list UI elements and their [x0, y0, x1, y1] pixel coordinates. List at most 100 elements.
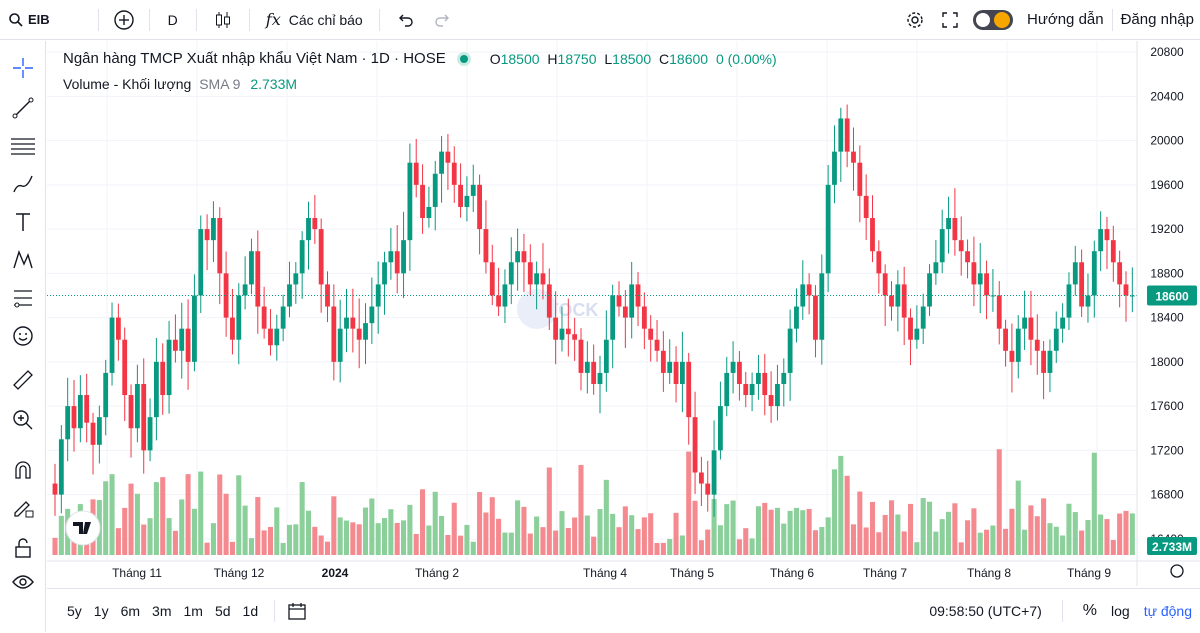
magnet-tool[interactable] [8, 455, 38, 485]
volume-bar [749, 538, 755, 555]
range-1m[interactable]: 1m [183, 602, 203, 619]
settings-button[interactable] [897, 0, 933, 40]
chart-type-button[interactable] [203, 0, 243, 40]
trendline-tool[interactable] [8, 93, 38, 123]
time-tick-label: 2024 [322, 566, 349, 580]
volume-bar [901, 531, 907, 555]
divider [248, 8, 250, 31]
prediction-tool[interactable] [8, 283, 38, 313]
volume-bar [806, 508, 812, 555]
fullscreen-button[interactable] [933, 0, 967, 40]
brush-tool[interactable] [8, 169, 38, 199]
fib-tool[interactable] [8, 131, 38, 161]
volume-bar [1009, 508, 1015, 555]
magnet-icon [15, 461, 31, 479]
price-tick-label: 17600 [1150, 399, 1184, 413]
lock-drawings-tool[interactable] [8, 493, 38, 523]
auto-scale-toggle[interactable]: tự động [1143, 603, 1192, 619]
candle-body [413, 162, 419, 185]
volume-bar [686, 451, 692, 555]
symbol-search[interactable]: EIB [0, 0, 58, 40]
range-3m[interactable]: 3m [152, 602, 172, 619]
crosshair-tool[interactable] [8, 53, 38, 83]
redo-button[interactable] [424, 0, 462, 40]
time-tick-label: Tháng 11 [112, 566, 162, 580]
candle-body [1060, 317, 1066, 329]
undo-button[interactable] [386, 0, 424, 40]
candle-body [299, 240, 305, 274]
volume-bar [223, 493, 229, 555]
volume-legend: Volume - Khối lượng SMA 9 2.733M [63, 76, 297, 92]
candle-body [134, 383, 140, 429]
candle-body [572, 334, 578, 340]
candle-body [147, 417, 153, 451]
candle-body [217, 218, 223, 274]
range-5y[interactable]: 5y [67, 602, 82, 619]
candle-body [52, 483, 58, 495]
candle-body [268, 328, 273, 346]
candle-body [439, 151, 444, 174]
candle-body [667, 361, 673, 373]
ohlc-values: O18500 H18750 L18500 C18600 0 (0.00%) [490, 51, 777, 67]
volume-bar [1034, 516, 1040, 555]
volume-bar [1079, 530, 1085, 555]
lock-tool[interactable] [8, 533, 38, 563]
candle-body [1123, 284, 1129, 296]
volume-bar [559, 511, 565, 555]
candle-body [933, 262, 939, 274]
price-tick-label: 20800 [1150, 45, 1184, 59]
candle-body [952, 218, 958, 241]
candle-body [844, 118, 850, 152]
volume-bar [458, 535, 464, 555]
volume-bar [489, 497, 495, 555]
volume-bar [1028, 505, 1034, 555]
candle-body [318, 229, 324, 285]
log-toggle[interactable]: log [1111, 603, 1130, 619]
volume-bar [255, 497, 261, 555]
indicators-button[interactable]: fx Các chỉ báo [256, 0, 373, 40]
candle-body [527, 262, 533, 285]
chart-pane[interactable]: STOCK 20800 20400 20000 19600 19200 18800 18400… [47, 41, 1200, 586]
open-label: O [489, 50, 501, 67]
percent-toggle[interactable]: % [1082, 602, 1098, 619]
range-1y[interactable]: 1y [93, 602, 109, 619]
volume-bar [553, 530, 559, 555]
candle-body [1015, 328, 1021, 362]
candle-body [458, 184, 463, 207]
candle-body [470, 184, 476, 196]
guide-link[interactable]: Hướng dẫn [1019, 0, 1112, 40]
visibility-tool[interactable] [8, 567, 38, 597]
zoom-in-icon [13, 410, 33, 430]
pattern-tool[interactable] [8, 245, 38, 275]
text-tool[interactable] [8, 207, 38, 237]
interval-button[interactable]: D [156, 0, 190, 40]
volume-bar [907, 503, 914, 555]
volume-bar [369, 498, 375, 555]
ruler-tool[interactable] [8, 365, 38, 395]
volume-bar [831, 469, 838, 555]
sun-icon [994, 11, 1010, 28]
goto-date-button[interactable] [281, 601, 313, 621]
compare-button[interactable] [105, 0, 143, 40]
volume-bar [1022, 529, 1028, 555]
range-6m[interactable]: 6m [120, 602, 141, 619]
range-1d[interactable]: 1d [242, 602, 259, 619]
volume-bar [768, 509, 774, 555]
measure-lines-icon [14, 290, 32, 308]
volume-bar [401, 520, 407, 555]
instrument-title: Ngân hàng TMCP Xuất nhập khẩu Việt Nam ·… [63, 50, 446, 67]
candle-body [679, 361, 685, 384]
candle-body [337, 328, 343, 362]
emoji-tool[interactable] [8, 321, 38, 351]
volume-bar [939, 519, 945, 555]
range-5d[interactable]: 5d [214, 602, 231, 619]
price-chart[interactable]: STOCK20800204002000019600192001880018400… [47, 41, 1200, 586]
zoom-tool[interactable] [8, 405, 38, 435]
theme-toggle[interactable] [967, 0, 1019, 40]
volume-bar [736, 539, 742, 555]
login-link[interactable]: Đăng nhập [1113, 0, 1200, 40]
price-tick-label: 20400 [1150, 89, 1184, 103]
volume-bar [597, 509, 603, 555]
candle-body [58, 439, 64, 495]
volume-bar [229, 541, 235, 555]
